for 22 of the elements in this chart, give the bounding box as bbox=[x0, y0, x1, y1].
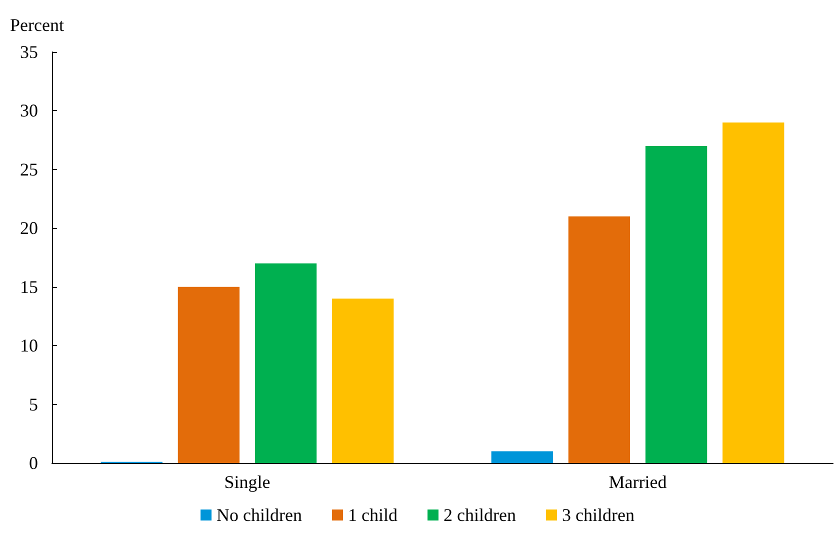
y-tick-label: 30 bbox=[20, 100, 38, 121]
y-tick-label: 0 bbox=[29, 453, 38, 473]
y-tick-label: 35 bbox=[20, 42, 38, 62]
x-tick-label: Single bbox=[224, 472, 270, 492]
bar bbox=[722, 122, 784, 463]
legend-label: 2 children bbox=[444, 505, 516, 525]
legend-label: 3 children bbox=[562, 505, 634, 525]
bar bbox=[178, 286, 240, 463]
legend-label: 1 child bbox=[348, 505, 398, 525]
y-tick-label: 20 bbox=[20, 218, 38, 238]
y-axis-title: Percent bbox=[10, 15, 64, 35]
legend-label: No children bbox=[216, 505, 302, 525]
x-tick-label: Married bbox=[608, 472, 667, 492]
y-tick-label: 10 bbox=[20, 336, 38, 356]
y-tick-label: 15 bbox=[20, 276, 38, 297]
y-tick-label: 25 bbox=[20, 159, 38, 180]
bar bbox=[254, 263, 317, 463]
bar bbox=[645, 146, 708, 463]
bar bbox=[332, 298, 394, 463]
y-tick-label: 5 bbox=[29, 394, 38, 414]
bar bbox=[491, 451, 553, 463]
bar bbox=[568, 216, 630, 463]
